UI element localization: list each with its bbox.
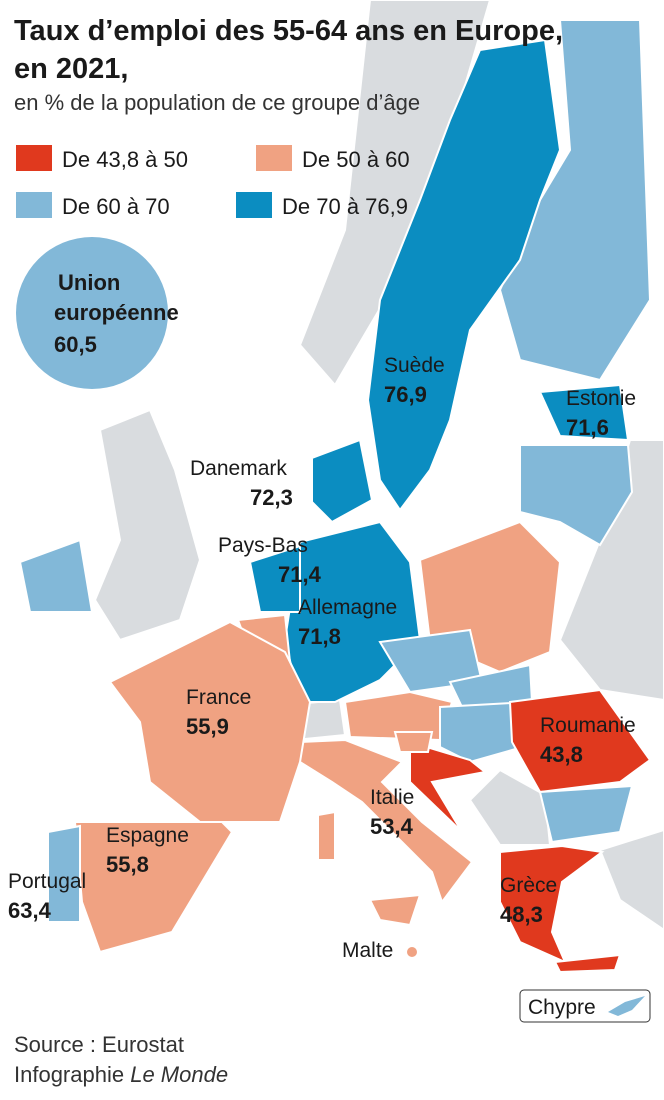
france bbox=[108, 620, 312, 823]
uk bbox=[93, 408, 202, 642]
land bbox=[18, 0, 664, 974]
country-value: 48,3 bbox=[500, 902, 543, 927]
country-name: Danemark bbox=[190, 457, 287, 480]
italy bbox=[299, 738, 474, 905]
romania bbox=[508, 688, 652, 794]
credit: Infographie Le Monde bbox=[14, 1062, 228, 1087]
sweden bbox=[366, 38, 562, 512]
source: Source : Eurostat bbox=[14, 1032, 184, 1057]
subtitle: en % de la population de ce groupe d’âge bbox=[14, 90, 420, 115]
inset: Chypre bbox=[519, 989, 651, 1023]
country-value: 43,8 bbox=[540, 742, 583, 767]
country-name: Portugal bbox=[8, 870, 86, 893]
country-value: 55,9 bbox=[186, 714, 229, 739]
finland bbox=[498, 19, 652, 382]
credit-prefix: Infographie bbox=[14, 1062, 124, 1087]
cyprus bbox=[608, 996, 645, 1016]
netherlands bbox=[248, 544, 301, 613]
legend-label: De 60 à 70 bbox=[62, 194, 170, 219]
legend-swatch bbox=[236, 192, 272, 218]
legend-swatch bbox=[16, 145, 52, 171]
country-name: Grèce bbox=[500, 874, 557, 897]
legend-label: De 70 à 76,9 bbox=[282, 194, 408, 219]
portugal bbox=[47, 824, 81, 923]
ireland bbox=[18, 538, 94, 613]
country-name: Italie bbox=[370, 786, 414, 809]
country-value: 53,4 bbox=[370, 814, 414, 839]
credit-name: Le Monde bbox=[130, 1062, 228, 1087]
country-labels: Suède 76,9 Estonie 71,6 Danemark 72,3 Pays-Bas… bbox=[8, 354, 636, 962]
turkey bbox=[598, 828, 664, 932]
country-name: Allemagne bbox=[298, 596, 397, 619]
sardinia bbox=[317, 810, 336, 861]
country-value: 76,9 bbox=[384, 382, 427, 407]
country-name: Suède bbox=[384, 354, 445, 377]
legend: De 43,8 à 50 De 50 à 60 De 60 à 70 De 70 à … bbox=[16, 145, 410, 219]
inset-label: Chypre bbox=[528, 996, 596, 1019]
eu-name-2: européenne bbox=[54, 300, 179, 325]
malta bbox=[405, 945, 419, 959]
spain bbox=[73, 821, 234, 954]
title-2: en 2021, bbox=[14, 53, 128, 85]
greece bbox=[499, 844, 605, 964]
legend-swatch bbox=[16, 192, 52, 218]
country-value: 71,4 bbox=[278, 562, 322, 587]
country-value: 55,8 bbox=[106, 852, 149, 877]
crete bbox=[553, 953, 622, 974]
legend-label: De 50 à 60 bbox=[302, 147, 410, 172]
eu-bubble bbox=[16, 237, 168, 389]
estonia bbox=[538, 383, 630, 442]
slovenia bbox=[393, 731, 434, 753]
balkans bbox=[468, 768, 552, 846]
country-value: 72,3 bbox=[250, 485, 293, 510]
title-1: Taux d’emploi des 55-64 ans en Europe, bbox=[14, 15, 563, 47]
country-name: Malte bbox=[342, 939, 393, 962]
denmark bbox=[311, 438, 374, 524]
country-name: France bbox=[186, 686, 251, 709]
eu-value: 60,5 bbox=[54, 332, 97, 357]
country-value: 71,6 bbox=[566, 415, 609, 440]
country-name: Roumanie bbox=[540, 714, 636, 737]
country-name: Pays-Bas bbox=[218, 534, 308, 557]
country-name: Estonie bbox=[566, 387, 636, 410]
croatia bbox=[409, 740, 488, 833]
baltics bbox=[519, 444, 634, 547]
eu-name-1: Union bbox=[58, 270, 120, 295]
country-value: 63,4 bbox=[8, 898, 52, 923]
sicily bbox=[368, 893, 422, 927]
country-name: Espagne bbox=[106, 824, 189, 847]
legend-label: De 43,8 à 50 bbox=[62, 147, 188, 172]
legend-swatch bbox=[256, 145, 292, 171]
bulgaria bbox=[538, 784, 634, 844]
country-value: 71,8 bbox=[298, 624, 341, 649]
